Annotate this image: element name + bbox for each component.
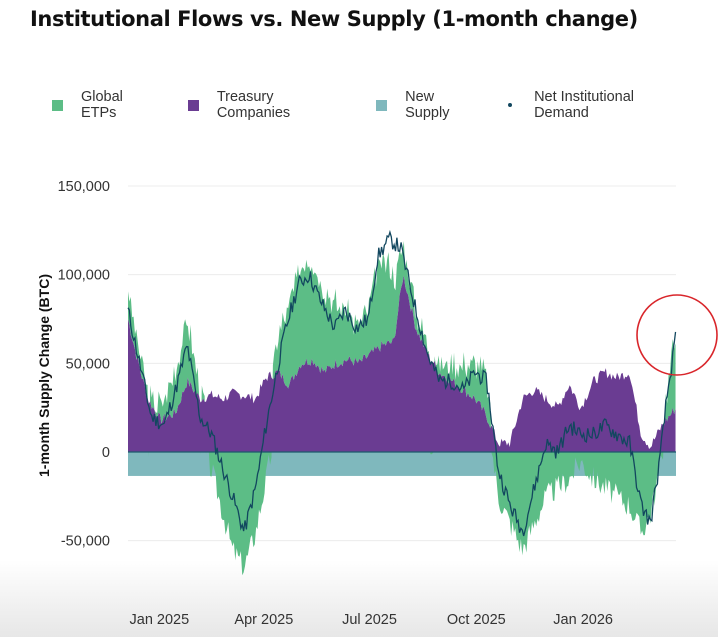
legend-label-global-etps: Global ETPs (80, 89, 123, 121)
x-tick-label: Apr 2025 (234, 612, 293, 628)
net-institutional-demand-line (127, 229, 677, 537)
legend-item-new-supply: New Supply (376, 89, 482, 121)
new-supply-swatch (376, 99, 388, 111)
y-tick-label: -50,000 (61, 534, 110, 550)
legend-label-net-demand: Net Institutional Demand (534, 89, 635, 121)
legend-label-treasury-companies: Treasury Companies (216, 89, 291, 121)
legend-item-treasury-companies: Treasury Companies (187, 89, 350, 121)
y-tick-label: 0 (102, 445, 110, 461)
chart-title: Institutional Flows vs. New Supply (1-mo… (30, 7, 638, 31)
global-etps-swatch (52, 99, 63, 111)
x-tick-label: Jul 2025 (342, 612, 397, 628)
x-tick-label: Oct 2025 (447, 612, 506, 628)
legend-item-global-etps: Global ETPs (52, 89, 162, 121)
legend-label-new-supply: New Supply (405, 89, 450, 121)
treasury-companies-area (128, 275, 676, 452)
x-tick-label: Jan 2025 (130, 612, 190, 628)
y-tick-label: 100,000 (58, 268, 110, 284)
legend: Global ETPs Treasury Companies New Suppl… (52, 89, 718, 121)
highlight-circle (636, 294, 718, 376)
global-etps-area (128, 241, 676, 576)
treasury-companies-swatch (187, 99, 199, 111)
x-tick-label: Jan 2026 (553, 612, 613, 628)
y-tick-label: 50,000 (66, 356, 110, 372)
y-tick-label: 150,000 (58, 179, 110, 195)
net-demand-dot (508, 103, 513, 107)
legend-item-net-demand: Net Institutional Demand (508, 89, 692, 121)
